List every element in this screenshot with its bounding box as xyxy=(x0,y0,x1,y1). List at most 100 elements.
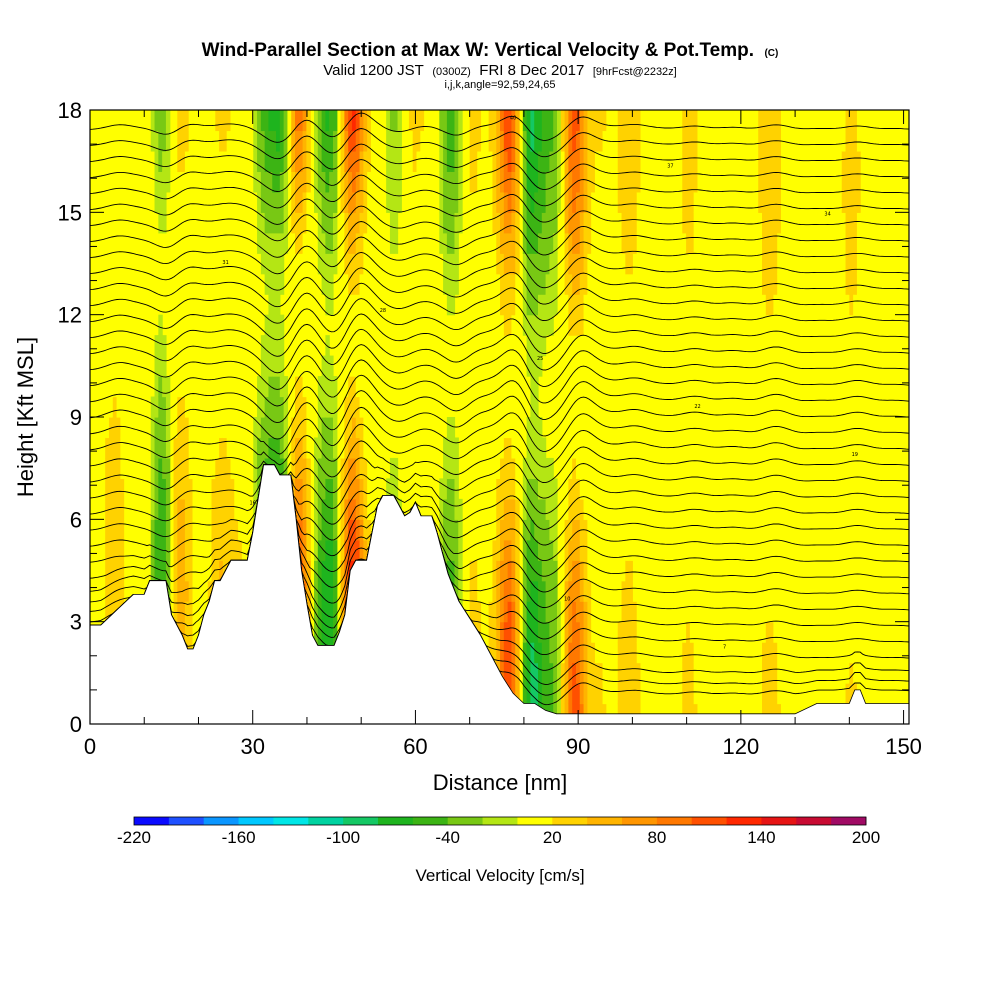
theta-contour-line xyxy=(90,298,909,341)
w-cell xyxy=(602,171,607,193)
w-cell xyxy=(621,150,626,172)
w-cell xyxy=(321,355,326,377)
w-cell xyxy=(572,560,577,582)
w-cell xyxy=(534,376,539,398)
w-cell xyxy=(625,273,630,295)
w-cell xyxy=(431,130,437,152)
w-cell xyxy=(534,294,539,316)
w-cell xyxy=(488,601,494,623)
w-cell xyxy=(754,171,759,193)
w-cell xyxy=(538,191,543,213)
w-cell xyxy=(332,498,338,520)
w-cell xyxy=(188,478,194,500)
w-cell xyxy=(177,417,182,439)
w-cell xyxy=(393,478,399,500)
w-cell xyxy=(234,478,239,500)
w-cell xyxy=(465,232,471,254)
w-cell xyxy=(412,457,418,479)
w-cell xyxy=(575,560,581,582)
w-cell xyxy=(359,417,364,439)
w-cell xyxy=(613,232,619,254)
w-cell xyxy=(724,314,729,336)
theta-contour-line xyxy=(90,282,909,324)
w-cell xyxy=(891,232,896,254)
w-cell xyxy=(101,457,106,479)
w-cell xyxy=(583,191,588,213)
w-cell xyxy=(602,212,607,234)
w-cell xyxy=(507,191,513,213)
w-cell xyxy=(211,171,216,193)
w-cell xyxy=(773,191,778,213)
w-cell xyxy=(602,580,607,602)
w-cell xyxy=(682,539,687,561)
w-cell xyxy=(302,253,308,275)
w-cell xyxy=(549,171,554,193)
w-cell xyxy=(298,457,304,479)
w-cell xyxy=(887,110,892,132)
w-cell xyxy=(845,621,850,643)
w-cell xyxy=(754,212,759,234)
w-cell xyxy=(549,294,554,316)
w-cell xyxy=(150,110,156,132)
w-cell xyxy=(515,560,520,582)
w-cell xyxy=(712,150,718,172)
w-cell xyxy=(887,191,892,213)
w-cell xyxy=(632,498,638,520)
w-cell xyxy=(841,314,847,336)
w-cell xyxy=(367,171,372,193)
w-cell xyxy=(841,232,847,254)
w-cell xyxy=(579,376,585,398)
w-cell xyxy=(860,191,866,213)
w-cell xyxy=(560,642,566,664)
w-cell xyxy=(477,232,482,254)
w-cell xyxy=(260,232,266,254)
w-cell xyxy=(359,171,364,193)
w-cell xyxy=(572,417,577,439)
w-cell xyxy=(260,437,266,459)
w-cell xyxy=(477,171,482,193)
w-cell xyxy=(724,601,729,623)
w-cell xyxy=(105,580,110,602)
w-cell xyxy=(598,601,604,623)
w-cell xyxy=(500,560,505,582)
w-cell xyxy=(359,498,364,520)
w-cell xyxy=(837,110,843,132)
w-cell xyxy=(678,683,683,705)
w-cell xyxy=(720,110,725,132)
w-cell xyxy=(351,519,357,541)
w-cell xyxy=(686,539,691,561)
w-cell xyxy=(625,150,630,172)
w-cell xyxy=(613,683,619,705)
theta-contour-line xyxy=(90,464,909,562)
w-cell xyxy=(575,212,581,234)
w-cell xyxy=(268,335,273,357)
w-cell xyxy=(613,601,619,623)
w-cell xyxy=(644,171,649,193)
w-cell xyxy=(272,335,277,357)
w-cell xyxy=(602,253,607,275)
w-cell xyxy=(697,150,702,172)
w-cell xyxy=(340,253,345,275)
w-cell xyxy=(731,273,737,295)
w-cell xyxy=(522,171,528,193)
w-cell xyxy=(424,171,429,193)
w-cell xyxy=(325,212,330,234)
w-cell xyxy=(317,376,323,398)
w-cell xyxy=(534,253,539,275)
w-cell xyxy=(431,110,437,132)
w-cell xyxy=(811,130,816,152)
w-cell xyxy=(575,335,581,357)
w-cell xyxy=(317,110,323,132)
w-cell xyxy=(181,171,186,193)
w-cell xyxy=(184,478,190,500)
w-cell xyxy=(682,150,687,172)
w-cell xyxy=(773,294,778,316)
w-cell xyxy=(165,396,171,418)
w-cell xyxy=(674,191,680,213)
w-cell xyxy=(317,601,323,623)
w-cell xyxy=(325,601,330,623)
w-cell xyxy=(534,560,539,582)
w-cell xyxy=(291,396,296,418)
w-cell xyxy=(215,560,220,582)
